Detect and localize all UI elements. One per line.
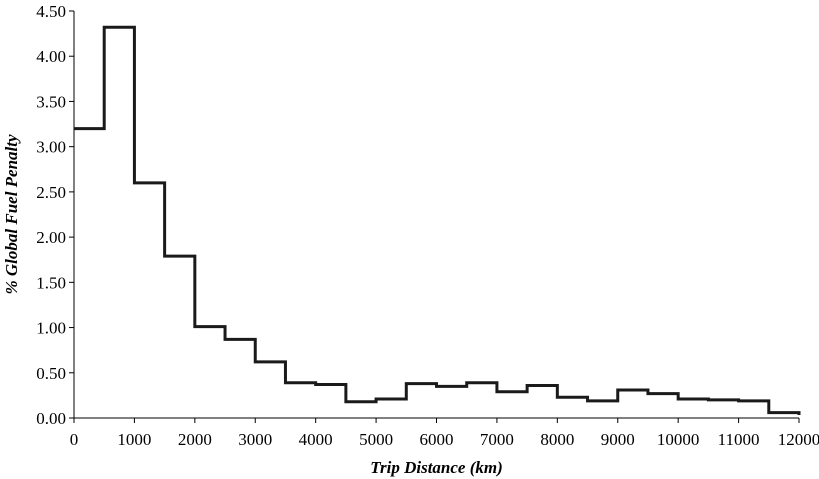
x-tick-label: 3000 [238, 430, 272, 449]
x-tick-label: 10000 [657, 430, 700, 449]
x-tick-label: 8000 [540, 430, 574, 449]
x-axis-title: Trip Distance (km) [370, 458, 503, 477]
y-tick-label: 3.00 [36, 138, 66, 157]
x-tick-label: 2000 [178, 430, 212, 449]
y-axis-ticks: 0.00 0.50 1.00 1.50 2.00 2.50 3.00 3.50 4.00 4.50 [36, 2, 74, 428]
x-tick-label: 5000 [359, 430, 393, 449]
y-axis-title: % Global Fuel Penalty [2, 134, 21, 295]
y-tick-label: 3.50 [36, 92, 66, 111]
y-tick-label: 1.50 [36, 273, 66, 292]
y-tick-label: 4.50 [36, 2, 66, 21]
x-tick-label: 6000 [420, 430, 454, 449]
y-tick-label: 1.00 [36, 319, 66, 338]
y-tick-label: 4.00 [36, 47, 66, 66]
y-tick-label: 0.50 [36, 364, 66, 383]
x-tick-label: 1000 [117, 430, 151, 449]
x-tick-label: 9000 [601, 430, 635, 449]
x-axis-ticks: 0 1000 2000 3000 4000 5000 6000 7000 8000 9000 100… [70, 418, 819, 449]
y-tick-label: 2.50 [36, 183, 66, 202]
x-tick-label: 12000 [778, 430, 819, 449]
x-tick-label: 11000 [718, 430, 760, 449]
y-tick-label: 2.00 [36, 228, 66, 247]
x-tick-label: 0 [70, 430, 79, 449]
x-tick-label: 7000 [480, 430, 514, 449]
y-tick-label: 0.00 [36, 409, 66, 428]
x-tick-label: 4000 [299, 430, 333, 449]
fuel-penalty-step-line [74, 25, 801, 415]
